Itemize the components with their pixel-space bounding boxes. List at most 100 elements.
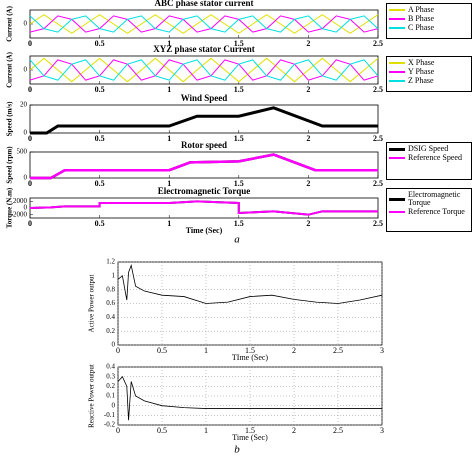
x-tick-label: 0 xyxy=(28,219,32,228)
y-tick-label: 0 xyxy=(112,401,116,409)
data-line xyxy=(29,59,379,81)
legend-label: X Phase xyxy=(408,58,435,67)
x-tick-label: 0 xyxy=(28,39,32,48)
legend-swatch xyxy=(389,197,405,201)
legend-label: Reference Torque xyxy=(408,207,465,216)
y-axis-label: Speed (m/s) xyxy=(6,101,14,136)
x-tick-label: 2 xyxy=(306,179,310,188)
x-tick-label: 0.5 xyxy=(95,85,105,94)
plot-frame xyxy=(29,151,379,179)
data-line xyxy=(29,57,379,83)
chart-title: ABC phase stator current xyxy=(155,0,254,8)
x-tick-label: 0.5 xyxy=(95,39,105,48)
y-tick-label: -0.1 xyxy=(104,411,116,419)
y-tick-label: 0.4 xyxy=(106,313,115,321)
y-tick-label: 0.2 xyxy=(106,327,115,335)
x-tick-label: 1 xyxy=(204,426,208,435)
x-axis-label: TIme (Sec) xyxy=(232,353,269,362)
legend-swatch xyxy=(389,157,405,159)
data-line xyxy=(30,106,378,135)
x-tick-label: 2.5 xyxy=(333,426,343,435)
y-axis-label: Speed (rpm) xyxy=(6,146,14,184)
chart-title: Wind Speed xyxy=(181,93,228,103)
y-tick-label: 0 xyxy=(24,174,28,182)
y-axis-label: Torque (N.m) xyxy=(6,187,14,228)
x-tick-label: 0.5 xyxy=(95,219,105,228)
legend-label: DSIG Speed xyxy=(408,144,449,153)
y-tick-label: 0 xyxy=(24,66,28,74)
x-tick-label: 2 xyxy=(292,426,296,435)
y-axis-label: Reactive Power output xyxy=(88,364,96,428)
legend: DSIG Speed Reference Speed xyxy=(386,142,472,180)
data-line xyxy=(29,15,379,33)
x-tick-label: 0.5 xyxy=(157,346,167,355)
legend: A Phase B Phase C Phase xyxy=(386,3,472,39)
x-tick-label: 1.5 xyxy=(245,426,255,435)
x-tick-label: 0 xyxy=(116,426,120,435)
x-tick-label: 0.5 xyxy=(95,134,105,143)
x-tick-label: 1.5 xyxy=(234,39,244,48)
chart-title: Electromagnetic Torque xyxy=(158,186,250,196)
legend-label: Electromagnetic Torque xyxy=(408,190,461,207)
x-tick-label: 2.5 xyxy=(333,346,343,355)
x-tick-label: 2.5 xyxy=(373,179,383,188)
x-tick-label: 3 xyxy=(380,346,384,355)
y-tick-label: 1 xyxy=(112,271,116,279)
x-tick-label: 0.5 xyxy=(95,179,105,188)
y-tick-label: 0 xyxy=(112,341,116,349)
data-line xyxy=(29,15,379,33)
x-axis-label: Time (Sec) xyxy=(186,226,223,235)
y-tick-label: 0.8 xyxy=(106,285,115,293)
plot-frame xyxy=(29,104,379,134)
legend-swatch xyxy=(389,147,405,151)
legend-entry: X Phase xyxy=(389,59,469,67)
y-tick-label: 0 xyxy=(24,20,28,28)
plot-frame xyxy=(29,55,379,85)
data-line xyxy=(29,59,379,81)
y-tick-label: 0.2 xyxy=(106,382,115,390)
legend: X Phase Y Phase Z Phase xyxy=(386,56,472,92)
legend-entry: C Phase xyxy=(389,24,469,32)
x-tick-label: 0 xyxy=(116,346,120,355)
x-tick-label: 2.5 xyxy=(373,85,383,94)
x-tick-label: 1.5 xyxy=(245,346,255,355)
x-tick-label: 2 xyxy=(306,219,310,228)
x-tick-label: 1 xyxy=(167,219,171,228)
data-line xyxy=(29,200,378,216)
legend-label: Z Phase xyxy=(408,76,434,85)
legend-entry: Z Phase xyxy=(389,77,469,85)
x-tick-label: 3 xyxy=(380,426,384,435)
y-axis-label: Current (A) xyxy=(6,51,14,88)
legend-swatch xyxy=(389,9,405,11)
legend-entry: Reference Speed xyxy=(389,154,469,162)
x-tick-label: 1 xyxy=(167,134,171,143)
x-axis-label: Time (Sec) xyxy=(232,433,268,442)
legend-entry: B Phase xyxy=(389,15,469,23)
x-tick-label: 0 xyxy=(28,179,32,188)
legend-label: Reference Speed xyxy=(408,153,462,162)
chart-title: Rotor speed xyxy=(181,140,227,150)
legend-swatch xyxy=(389,80,405,82)
plot-frame xyxy=(29,9,379,39)
legend-entry: Y Phase xyxy=(389,68,469,76)
y-tick-label: 500 xyxy=(17,148,28,156)
data-line xyxy=(117,264,383,304)
y-tick-label: 2000 xyxy=(13,197,28,205)
legend-label: B Phase xyxy=(408,14,434,23)
y-tick-label: 20 xyxy=(20,101,28,109)
legend-label: C Phase xyxy=(408,23,434,32)
x-tick-label: 2 xyxy=(306,39,310,48)
x-tick-label: 2 xyxy=(292,346,296,355)
y-tick-label: 0.6 xyxy=(106,299,115,307)
x-tick-label: 1 xyxy=(167,179,171,188)
legend: Electromagnetic Torque Reference Torque xyxy=(386,188,472,232)
y-tick-label: 0 xyxy=(24,204,28,212)
y-tick-label: -2000 xyxy=(11,210,28,218)
legend-label: A Phase xyxy=(408,5,434,14)
x-tick-label: 1 xyxy=(167,39,171,48)
legend-swatch xyxy=(389,71,405,73)
legend-entry: Reference Torque xyxy=(389,208,469,216)
y-tick-label: 0.3 xyxy=(106,372,115,380)
